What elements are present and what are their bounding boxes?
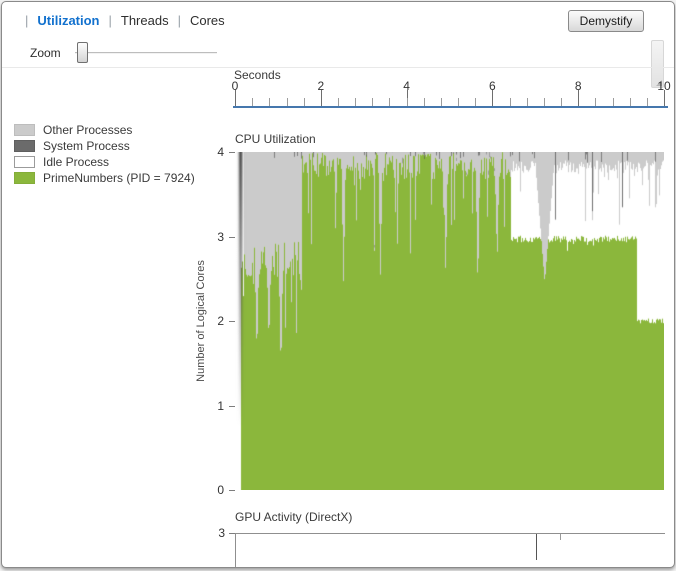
cpu-y-tick-label: 4 [217,145,224,159]
timeline-major-tick [235,90,236,106]
tab-separator: | [25,13,29,28]
gpu-y-tick-label: 3 [218,526,225,540]
gpu-chart-title: GPU Activity (DirectX) [235,510,353,524]
cpu-y-tick-dash [229,152,235,153]
timeline-minor-tick [372,98,374,106]
legend-item: Other Processes [14,122,132,138]
timeline-minor-tick [389,98,391,106]
timeline-minor-tick [286,98,288,106]
tab-separator: | [177,13,181,28]
legend-swatch [14,156,35,168]
legend-label: Other Processes [43,123,133,137]
timeline-minor-tick [252,98,254,106]
timeline-minor-tick [543,98,545,106]
timeline-minor-tick [526,98,528,106]
header-divider [2,67,674,68]
cpu-y-tick-label: 1 [217,398,224,413]
resize-grip-icon [656,80,662,86]
timeline-major-tick [320,90,322,106]
timeline-minor-tick [458,98,460,106]
cpu-y-tick-dash [229,405,235,407]
tab-utilization[interactable]: Utilization [37,13,100,28]
timeline-axis-title: Seconds [234,68,281,82]
timeline-major-tick [664,90,665,106]
tab-cores[interactable]: Cores [189,13,225,28]
timeline-tick-label: 6 [489,79,496,93]
timeline-minor-tick [406,98,408,106]
gpu-event-marker [559,534,561,540]
tab-threads[interactable]: Threads [120,13,169,28]
gpu-y-tick-dash [229,533,235,534]
legend-label: System Process [43,139,130,153]
gpu-event-marker [536,534,538,560]
timeline-minor-tick [303,98,305,106]
cpu-y-tick-dash [229,236,235,238]
cpu-y-tick-dash [229,321,235,322]
legend-label: Idle Process [43,155,110,169]
demystify-button[interactable]: Demystify [568,10,644,32]
legend-item: Idle Process [14,154,109,170]
cpu-y-tick-label: 3 [217,229,224,244]
tab-bar: | Utilization | Threads | Cores [16,13,225,28]
timeline-minor-tick [612,98,614,106]
legend-swatch [14,140,35,152]
legend-swatch [14,124,35,136]
timeline-minor-tick [423,98,425,106]
timeline-minor-tick [595,98,597,106]
timeline-minor-tick [629,98,631,106]
timeline-tick-label: 10 [657,79,671,93]
legend-item: PrimeNumbers (PID = 7924) [14,170,195,186]
timeline-minor-tick [338,98,339,106]
scrollbar-thumb[interactable] [651,40,664,88]
timeline-axis-line [233,106,668,108]
timeline-minor-tick [475,98,477,106]
tab-separator: | [108,13,112,28]
timeline-minor-tick [269,98,271,106]
timeline-tick-label: 8 [574,79,582,93]
legend-label: PrimeNumbers (PID = 7924) [43,171,195,185]
cpu-y-tick-label: 2 [217,314,224,328]
legend-item: System Process [14,138,130,154]
timeline-minor-tick [561,98,562,106]
timeline-minor-tick [440,98,442,106]
gpu-activity-chart[interactable] [235,533,665,567]
zoom-slider-track[interactable] [75,52,217,54]
cpu-chart-title: CPU Utilization [235,132,316,146]
timeline-major-tick [492,90,494,106]
legend-swatch [14,172,35,184]
timeline-tick-label: 0 [231,79,239,93]
timeline-major-tick [578,90,580,106]
zoom-slider-thumb[interactable] [77,42,88,63]
timeline-tick-label: 4 [403,79,410,93]
cpu-y-tick-label: 0 [217,483,224,497]
cpu-y-tick-dash [229,490,235,491]
timeline-tick-label: 2 [317,79,325,93]
cpu-utilization-chart[interactable] [235,152,664,490]
timeline-minor-tick [646,98,648,106]
zoom-label: Zoom [30,46,61,60]
timeline-minor-tick [509,98,511,106]
timeline-minor-tick [355,98,357,106]
